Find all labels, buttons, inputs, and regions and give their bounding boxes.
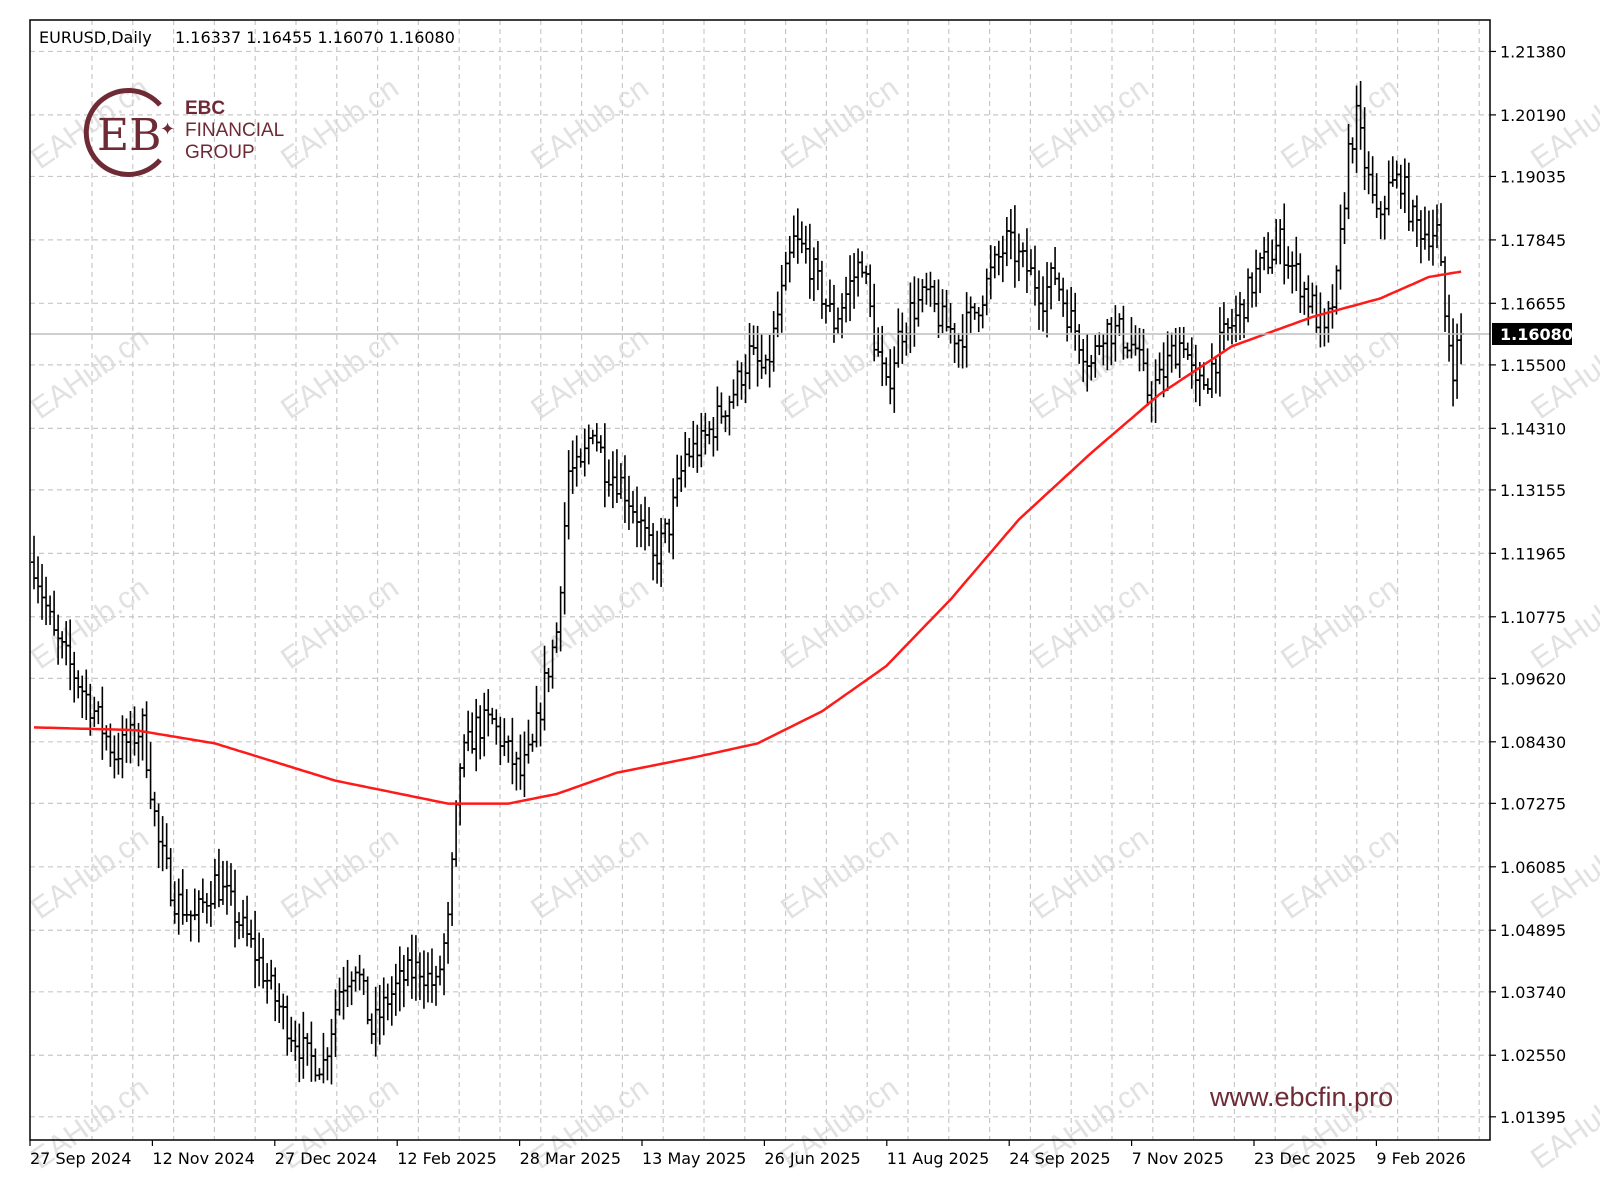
x-tick-label: 23 Dec 2025 bbox=[1254, 1149, 1356, 1168]
y-tick-label: 1.02550 bbox=[1500, 1046, 1566, 1065]
logo-monogram: EB bbox=[97, 110, 161, 161]
chart-header-symbol: EURUSD,Daily bbox=[39, 28, 152, 47]
y-tick-label: 1.15500 bbox=[1500, 356, 1566, 375]
ebc-logo: EB ✦ EBC FINANCIAL GROUP bbox=[83, 88, 284, 177]
current-price-tag: 1.16080 bbox=[1492, 322, 1573, 345]
x-tick-label: 7 Nov 2025 bbox=[1132, 1149, 1224, 1168]
y-tick-label: 1.17845 bbox=[1500, 231, 1566, 250]
y-tick-label: 1.20190 bbox=[1500, 106, 1566, 125]
y-tick-label: 1.01395 bbox=[1500, 1108, 1566, 1127]
y-tick-label: 1.04895 bbox=[1500, 921, 1566, 940]
y-tick-label: 1.03740 bbox=[1500, 983, 1566, 1002]
website-url[interactable]: www.ebcfin.pro bbox=[1209, 1082, 1393, 1112]
x-tick-label: 24 Sep 2025 bbox=[1009, 1149, 1110, 1168]
x-tick-label: 9 Feb 2026 bbox=[1376, 1149, 1465, 1168]
ohlc-bars bbox=[31, 80, 1465, 1085]
chart-header-ohlc: 1.16337 1.16455 1.16070 1.16080 bbox=[175, 28, 455, 47]
x-tick-label: 11 Aug 2025 bbox=[887, 1149, 990, 1168]
x-tick-label: 12 Nov 2024 bbox=[152, 1149, 254, 1168]
y-tick-label: 1.13155 bbox=[1500, 481, 1566, 500]
y-tick-label: 1.08430 bbox=[1500, 733, 1566, 752]
y-tick-label: 1.16655 bbox=[1500, 294, 1566, 313]
x-axis: 27 Sep 2024 12 Nov 2024 27 Dec 2024 12 Feb … bbox=[29, 1140, 1466, 1168]
x-tick-label: 13 May 2025 bbox=[642, 1149, 746, 1168]
x-tick-label: 27 Sep 2024 bbox=[30, 1149, 131, 1168]
logo-star-icon: ✦ bbox=[160, 119, 175, 140]
y-tick-label: 1.11965 bbox=[1500, 544, 1566, 563]
y-tick-label: 1.06085 bbox=[1500, 858, 1566, 877]
x-tick-label: 27 Dec 2024 bbox=[275, 1149, 377, 1168]
logo-ring-icon bbox=[83, 88, 162, 177]
x-tick-label: 26 Jun 2025 bbox=[764, 1149, 860, 1168]
moving-average-line bbox=[33, 270, 1462, 805]
y-tick-label: 1.09620 bbox=[1500, 669, 1566, 688]
y-tick-label: 1.19035 bbox=[1500, 167, 1566, 186]
y-tick-label: 1.14310 bbox=[1500, 419, 1566, 438]
x-tick-label: 12 Feb 2025 bbox=[397, 1149, 497, 1168]
current-price-label: 1.16080 bbox=[1500, 325, 1573, 344]
y-axis: 1.21380 1.20190 1.19035 1.17845 1.16655 1.155… bbox=[1490, 42, 1566, 1127]
y-tick-label: 1.21380 bbox=[1500, 42, 1566, 61]
logo-line2: FINANCIAL bbox=[185, 120, 284, 141]
y-tick-label: 1.10775 bbox=[1500, 608, 1566, 627]
logo-line3: GROUP bbox=[185, 142, 255, 163]
x-tick-label: 28 Mar 2025 bbox=[520, 1149, 621, 1168]
grid-lines bbox=[30, 20, 1490, 1140]
y-tick-label: 1.07275 bbox=[1500, 794, 1566, 813]
chart-frame bbox=[29, 19, 1491, 1141]
logo-line1: EBC bbox=[185, 98, 225, 119]
